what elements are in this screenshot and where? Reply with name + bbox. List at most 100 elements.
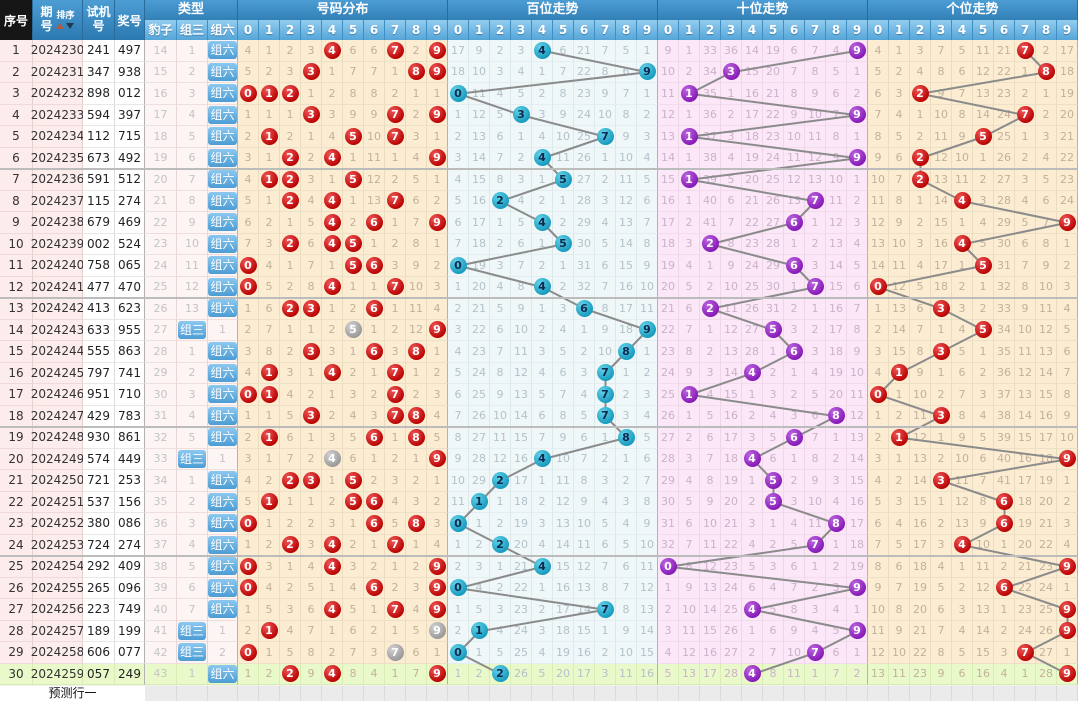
zuliu-badge: 组六 — [208, 557, 237, 576]
ge-cell: 2 — [910, 83, 931, 105]
drawn-ball: 7 — [386, 536, 404, 554]
ge-cell: 4 — [868, 470, 889, 492]
dist-cell: 1 — [385, 298, 406, 320]
baozi-miss-cell: 25 — [145, 276, 177, 298]
ge-cell: 4 — [1057, 534, 1078, 556]
bai-cell: 15 — [637, 642, 658, 664]
shi-trend-ball: 1 — [680, 84, 698, 102]
test-number-cell: 673 — [83, 147, 115, 169]
shi-cell: 17 — [742, 104, 763, 126]
subheader-digit: 1 — [889, 20, 910, 40]
period-cell: 2024232 — [31, 83, 84, 105]
ge-cell: 17 — [1057, 40, 1078, 62]
bai-cell: 4 — [637, 405, 658, 427]
bai-cell: 8 — [574, 470, 595, 492]
header-seq: 序号 — [0, 0, 33, 40]
dist-cell: 3 — [322, 513, 343, 535]
dist-cell: 8 — [406, 233, 427, 255]
bai-cell: 11 — [616, 169, 637, 191]
drawn-ball: 4 — [323, 149, 341, 167]
shi-cell: 1 — [679, 384, 700, 406]
shi-cell: 7 — [805, 534, 826, 556]
bai-cell: 2 — [490, 663, 511, 685]
dist-cell: 1 — [343, 341, 364, 363]
shi-cell: 21 — [721, 513, 742, 535]
dist-cell: 6 — [238, 212, 259, 234]
dist-cell: 6 — [364, 341, 385, 363]
ge-cell: 5 — [889, 534, 910, 556]
bai-trend-ball: 0 — [449, 256, 467, 274]
ge-trend-ball: 7 — [1016, 643, 1034, 661]
ge-cell: 20 — [1057, 104, 1078, 126]
ge-cell: 27 — [994, 169, 1015, 191]
dist-cell: 3 — [280, 599, 301, 621]
test-number-cell: 265 — [83, 577, 115, 599]
bai-cell: 2 — [532, 491, 553, 513]
shi-cell: 1 — [679, 40, 700, 62]
shi-cell: 32 — [658, 534, 679, 556]
dist-cell: 1 — [259, 448, 280, 470]
band-separator — [0, 555, 1078, 557]
zusan-cell: 5 — [177, 427, 208, 449]
dist-cell: 2 — [406, 470, 427, 492]
dist-cell: 2 — [259, 534, 280, 556]
dist-cell: 3 — [301, 341, 322, 363]
bai-cell: 18 — [511, 491, 532, 513]
ge-cell: 28 — [1036, 663, 1057, 685]
dist-cell: 9 — [427, 663, 448, 685]
bai-cell: 9 — [553, 427, 574, 449]
shi-cell: 5 — [763, 491, 784, 513]
shi-cell: 19 — [742, 147, 763, 169]
footer-cell — [679, 686, 700, 701]
dist-cell: 1 — [406, 448, 427, 470]
band-separator — [0, 426, 1078, 428]
sort-asc-arrow-icon[interactable] — [56, 22, 65, 29]
shi-trend-ball: 2 — [701, 235, 719, 253]
dist-cell: 4 — [322, 233, 343, 255]
shi-cell: 19 — [763, 40, 784, 62]
bai-cell: 9 — [553, 104, 574, 126]
bai-cell: 2 — [574, 341, 595, 363]
bai-cell: 4 — [532, 362, 553, 384]
ge-cell: 4 — [931, 556, 952, 578]
dist-cell: 7 — [343, 61, 364, 83]
ge-cell: 14 — [868, 255, 889, 277]
shi-cell: 17 — [658, 212, 679, 234]
ge-cell: 3 — [973, 190, 994, 212]
bai-cell: 2 — [595, 642, 616, 664]
drawn-ball: 4 — [323, 665, 341, 683]
bai-cell: 1 — [490, 556, 511, 578]
ge-trend-ball: 5 — [974, 127, 992, 145]
test-number-cell: 380 — [83, 513, 115, 535]
subheader-digit: 4 — [322, 20, 343, 40]
ge-cell: 3 — [973, 384, 994, 406]
sort-desc-arrow-icon[interactable] — [66, 22, 75, 29]
ge-cell: 3 — [952, 599, 973, 621]
bai-cell: 24 — [469, 362, 490, 384]
shi-cell: 6 — [847, 276, 868, 298]
table-row: 19 2024248 930 861 32 5 组六 2 1 6 1 3 5 6 1 8 5 8 27 11 15 7 9 6… — [0, 427, 1078, 449]
dist-cell: 3 — [343, 384, 364, 406]
shi-cell: 1 — [658, 577, 679, 599]
footer-cell — [532, 686, 553, 701]
bai-cell: 4 — [532, 147, 553, 169]
bai-cell: 5 — [595, 233, 616, 255]
zuliu-cell: 组六 — [208, 298, 238, 320]
ge-cell: 16 — [910, 513, 931, 535]
dist-cell: 2 — [427, 255, 448, 277]
subheader-digit: 8 — [1036, 20, 1057, 40]
test-number-cell: 292 — [83, 556, 115, 578]
dist-cell: 2 — [343, 362, 364, 384]
bai-cell: 0 — [448, 577, 469, 599]
test-number-cell: 797 — [83, 362, 115, 384]
seq-cell: 27 — [0, 599, 33, 621]
seq-cell: 10 — [0, 233, 33, 255]
zuliu-badge: 组六 — [208, 578, 237, 597]
dist-cell: 4 — [301, 190, 322, 212]
shi-cell: 1 — [847, 61, 868, 83]
dist-cell: 4 — [322, 212, 343, 234]
ge-cell: 1 — [994, 599, 1015, 621]
bai-cell: 6 — [574, 427, 595, 449]
dist-cell: 1 — [259, 104, 280, 126]
bai-cell: 17 — [448, 40, 469, 62]
